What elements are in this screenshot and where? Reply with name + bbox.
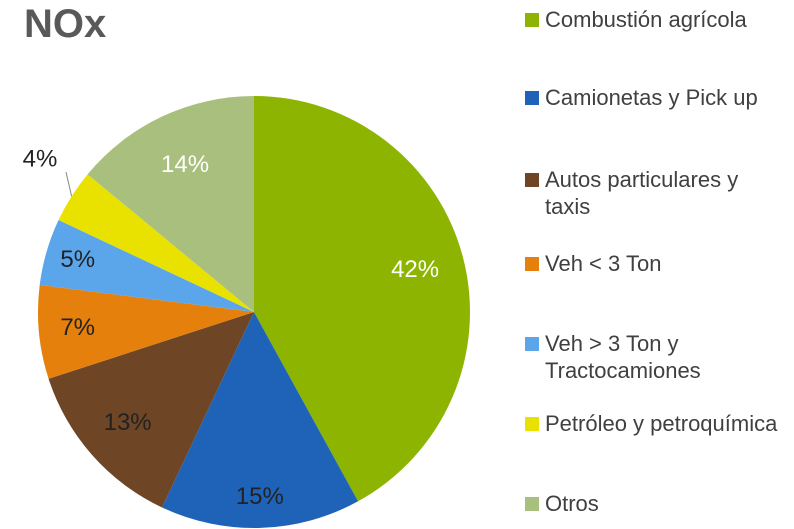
- legend-swatch: [525, 91, 539, 105]
- legend-item: Camionetas y Pick up: [525, 84, 787, 111]
- legend-item: Veh < 3 Ton: [525, 250, 787, 277]
- legend-swatch: [525, 497, 539, 511]
- data-label: 4%: [23, 145, 58, 172]
- pie-slice: [39, 220, 255, 312]
- leader-line: [65, 171, 73, 197]
- legend-label: Combustión agrícola: [545, 7, 747, 32]
- legend-label: Autos particulares y taxis: [545, 167, 739, 219]
- pie-slice: [48, 312, 254, 508]
- pie-slice: [58, 174, 254, 312]
- pie-slice: [38, 284, 255, 379]
- legend-swatch: [525, 257, 539, 271]
- legend-item: Petróleo y petroquímica: [525, 410, 787, 437]
- legend-swatch: [525, 337, 539, 351]
- pie-slice: [162, 312, 359, 528]
- legend-label: Veh < 3 Ton: [545, 251, 662, 276]
- legend-label: Otros: [545, 491, 599, 516]
- legend-label: Petróleo y petroquímica: [545, 411, 778, 436]
- chart-title: NOx: [24, 2, 107, 46]
- legend-item: Otros: [525, 490, 787, 517]
- legend-item: Autos particulares y taxis: [525, 166, 787, 220]
- data-label: 42%: [391, 256, 439, 283]
- legend-label: Veh > 3 Ton y Tractocamiones: [545, 331, 701, 383]
- data-label: 5%: [60, 246, 95, 273]
- legend-swatch: [525, 13, 539, 27]
- legend-swatch: [525, 173, 539, 187]
- legend-swatch: [525, 417, 539, 431]
- legend-label: Camionetas y Pick up: [545, 85, 758, 110]
- legend-item: Combustión agrícola: [525, 6, 787, 33]
- legend-item: Veh > 3 Ton y Tractocamiones: [525, 330, 787, 384]
- pie-slice: [254, 95, 471, 502]
- data-label: 13%: [104, 409, 152, 436]
- data-label: 7%: [60, 314, 95, 341]
- data-label: 14%: [161, 151, 209, 178]
- data-label: 15%: [236, 483, 284, 510]
- pie-slice: [87, 95, 254, 312]
